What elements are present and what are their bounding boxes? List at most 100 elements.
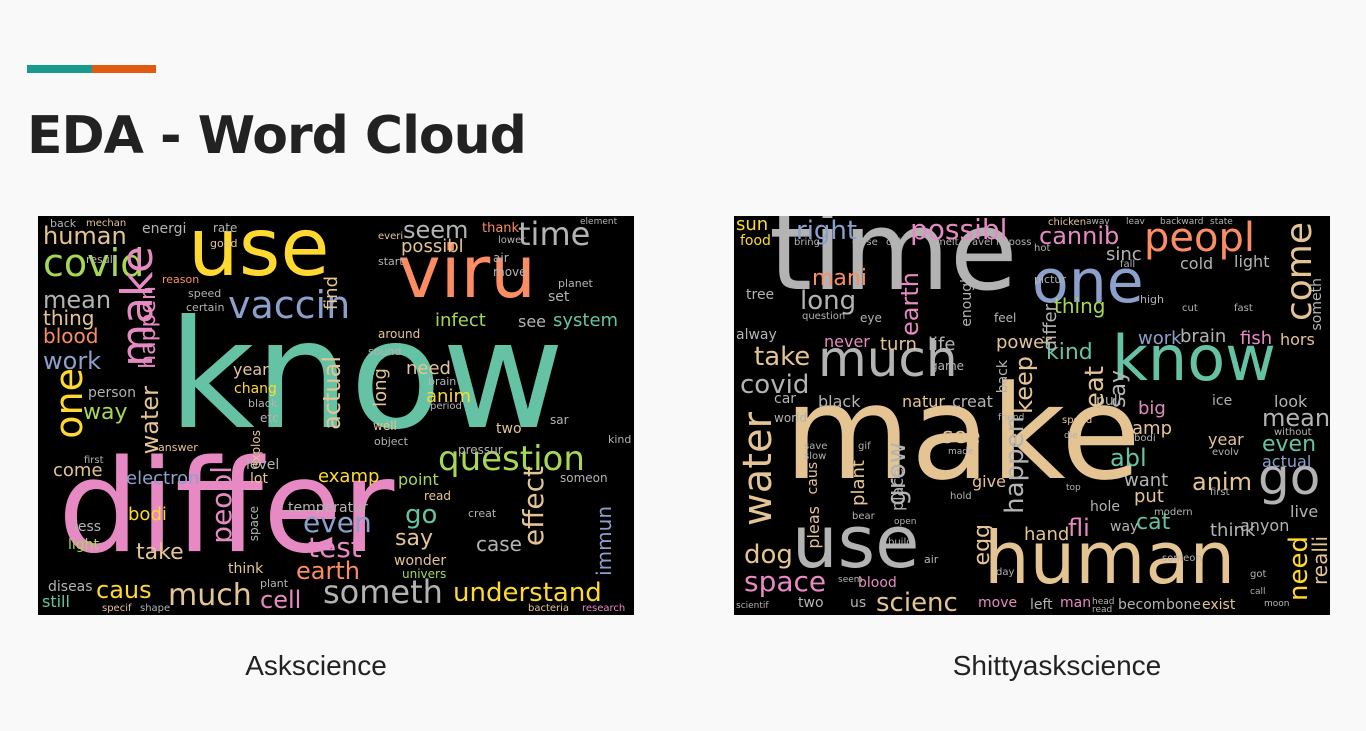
word-cloud-word: speed: [1062, 415, 1093, 426]
word-cloud-word: amp: [1132, 418, 1172, 439]
word-cloud-word: start: [378, 255, 404, 268]
word-cloud-word: explos: [249, 430, 263, 469]
word-cloud-word: vaccin: [228, 283, 351, 327]
word-cloud-word: day: [996, 567, 1015, 578]
word-cloud-word: got: [1250, 569, 1267, 580]
word-cloud-word: life: [928, 334, 956, 355]
word-cloud-word: wonder: [394, 553, 447, 569]
word-cloud-word: first: [1210, 487, 1230, 498]
word-cloud-word: reason: [162, 273, 200, 286]
word-cloud-word: old: [886, 237, 902, 248]
word-cloud-word: space: [744, 565, 827, 598]
shittyaskscience-word-cloud: make time human use one know much peopl go possib…: [734, 216, 1330, 615]
word-cloud-word: back: [995, 360, 1011, 394]
word-cloud-word: use: [188, 216, 330, 294]
word-cloud-word: cannib: [1039, 222, 1120, 250]
word-cloud-word: food: [740, 233, 771, 249]
word-cloud-word: hand: [1024, 524, 1070, 545]
word-cloud-word: diseas: [48, 579, 93, 595]
word-cloud-word: away: [1086, 217, 1110, 227]
word-cloud-word: pressur: [458, 443, 503, 457]
word-cloud-word: look: [1274, 392, 1308, 411]
word-cloud-word: close: [852, 237, 878, 248]
word-cloud-word: anim: [1192, 468, 1252, 496]
word-cloud-word: first: [84, 455, 104, 466]
word-cloud-word: two: [798, 595, 824, 611]
word-cloud-word: actual: [318, 356, 346, 430]
word-cloud-word: someon: [1162, 553, 1202, 564]
word-cloud-word: univers: [402, 567, 447, 581]
word-cloud-word: sun: [736, 216, 769, 235]
word-cloud-word: question: [438, 439, 585, 479]
word-cloud-word: thing: [1054, 294, 1106, 318]
word-cloud-word: good: [210, 237, 238, 250]
word-cloud-word: much: [168, 578, 252, 613]
word-cloud-word: hold: [950, 491, 972, 502]
word-cloud-word: read: [424, 489, 452, 503]
word-cloud-word: around: [378, 327, 421, 341]
word-cloud-word: long: [800, 286, 857, 316]
word-cloud-word: water: [136, 386, 164, 455]
word-cloud-word: object: [374, 435, 408, 448]
word-cloud-word: fall: [1120, 259, 1136, 270]
word-cloud-word: die: [1064, 431, 1078, 441]
word-cloud-word: fish: [1240, 328, 1273, 349]
word-cloud-word: without: [1274, 427, 1312, 438]
word-cloud-word: certain: [186, 301, 225, 314]
word-cloud-word: even: [303, 506, 372, 539]
word-cloud-word: caus: [96, 576, 152, 604]
word-cloud-word: work: [1138, 328, 1182, 349]
word-cloud-word: bear: [852, 511, 875, 522]
word-cloud-word: kind: [1046, 340, 1093, 365]
word-cloud-word: lot: [250, 471, 268, 487]
word-cloud-word: happen: [1000, 416, 1030, 514]
word-cloud-word: tree: [746, 287, 775, 303]
word-cloud-word: blood: [43, 324, 99, 348]
askscience-word-cloud: know differ use viru vaccin covid time human mea…: [38, 216, 634, 615]
word-cloud-word: big: [1138, 398, 1166, 419]
word-cloud-word: etc: [260, 411, 279, 425]
word-cloud-word: viru: [398, 230, 536, 314]
word-cloud-word: gif: [858, 441, 871, 452]
word-cloud-word: light: [1234, 252, 1270, 271]
word-cloud-word: take: [136, 540, 184, 565]
word-cloud-word: shape: [140, 603, 171, 614]
word-cloud-word: one: [1032, 247, 1144, 317]
word-cloud-word: anyon: [1240, 516, 1290, 535]
word-cloud-word: rate: [213, 221, 238, 235]
word-cloud-word: eat: [1080, 366, 1110, 409]
word-cloud-word: know: [1112, 322, 1276, 395]
word-cloud-word: time: [769, 216, 1018, 315]
word-cloud-word: abl: [1110, 444, 1147, 472]
word-cloud-word: fast: [1234, 303, 1253, 314]
word-cloud-word: pleas: [804, 506, 823, 549]
word-cloud-word: think: [228, 561, 264, 577]
word-cloud-word: level: [246, 457, 280, 473]
word-cloud-word: want: [1124, 470, 1169, 491]
word-cloud-word: hors: [1280, 330, 1315, 349]
word-cloud-word: effect: [517, 466, 550, 547]
word-cloud-word: still: [42, 592, 70, 611]
word-cloud-word: someth: [323, 573, 443, 611]
word-cloud-word: know: [168, 289, 565, 463]
word-cloud-word: research: [582, 603, 626, 614]
shittyaskscience-caption: Shittyaskscience: [952, 650, 1162, 681]
word-cloud-word: live: [1290, 502, 1319, 521]
word-cloud-word: specif: [102, 603, 132, 614]
word-cloud-word: find: [321, 276, 342, 311]
word-cloud-word: dog: [744, 540, 793, 570]
word-cloud-word: question: [802, 311, 846, 322]
word-cloud-word: human: [984, 516, 1236, 600]
word-cloud-word: enough: [959, 274, 975, 327]
word-cloud-word: thank: [482, 221, 520, 236]
word-cloud-word: result: [86, 253, 118, 266]
word-cloud-word: point: [398, 470, 439, 489]
word-cloud-word: mean: [1262, 404, 1330, 432]
word-cloud-word: exist: [1202, 597, 1236, 613]
accent-bar-orange: [92, 65, 156, 73]
word-cloud-word: answer: [158, 441, 198, 454]
word-cloud-word: blood: [858, 575, 897, 591]
word-cloud-word: give: [972, 472, 1006, 491]
word-cloud-word: case: [476, 532, 522, 556]
word-cloud-word: save: [804, 441, 828, 452]
